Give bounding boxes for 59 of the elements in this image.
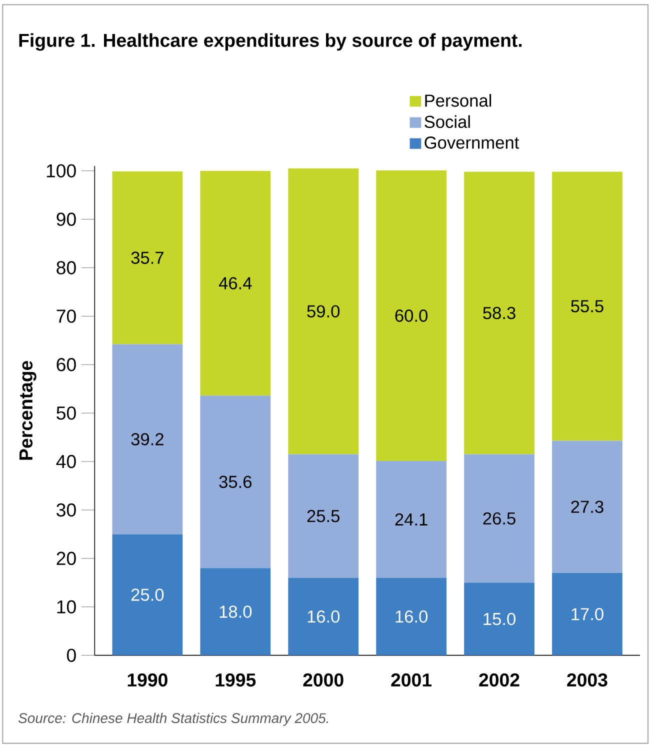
data-label: 59.0 (307, 305, 340, 318)
data-label: 18.0 (220, 606, 252, 618)
bar (112, 344, 183, 534)
bar (464, 454, 534, 583)
bar (288, 454, 359, 578)
y-tick-label: 80 (56, 261, 76, 274)
data-label: 60.0 (395, 310, 428, 322)
data-label: 58.3 (483, 306, 516, 320)
bar (552, 172, 622, 441)
y-tick-label: 30 (56, 503, 76, 517)
bar (376, 461, 446, 578)
x-tick-label: 2002 (479, 673, 520, 687)
data-label: 35.7 (131, 252, 164, 264)
y-tick-label: 70 (56, 310, 76, 323)
bar (464, 172, 534, 454)
x-tick-label: 2001 (391, 673, 432, 687)
bar (288, 578, 359, 656)
data-label: 25.5 (307, 510, 340, 522)
bar (288, 168, 359, 454)
bar (376, 170, 446, 462)
x-tick-label: 2003 (567, 673, 608, 687)
data-label: 24.1 (395, 513, 428, 526)
data-label: 17.0 (572, 608, 604, 620)
y-tick-label: 10 (57, 600, 76, 614)
y-axis-title: Percentage (20, 360, 36, 460)
bar (112, 171, 183, 344)
bar (200, 170, 271, 396)
bar (112, 534, 183, 656)
y-tick-label: 0 (66, 648, 76, 662)
data-label: 35.6 (219, 476, 252, 488)
y-tick-label: 100 (46, 164, 76, 178)
data-label: 16.0 (308, 610, 340, 623)
bar (464, 582, 534, 656)
x-tick-label: 1990 (128, 673, 168, 687)
data-label: 26.5 (483, 512, 516, 525)
bar (200, 568, 271, 656)
bar (552, 440, 622, 573)
x-tick-label: 2000 (303, 673, 344, 687)
bar (376, 578, 446, 656)
data-label: 55.5 (571, 300, 604, 312)
y-tick-label: 40 (56, 454, 76, 468)
legend-label: Social (424, 115, 470, 128)
data-label: 15.0 (484, 612, 516, 626)
data-label: 46.4 (218, 277, 252, 290)
data-label: 16.0 (396, 610, 428, 623)
y-tick-label: 90 (56, 212, 76, 226)
x-tick-label: 1995 (216, 673, 256, 687)
y-tick-label: 60 (56, 358, 76, 372)
data-label: 25.0 (131, 588, 164, 601)
legend-label: Personal (425, 94, 492, 107)
data-label: 27.3 (571, 500, 604, 513)
y-tick-label: 20 (56, 552, 76, 566)
legend-label: Government (424, 136, 520, 149)
data-label: 39.2 (131, 433, 164, 446)
chart-title: Figure 1. Healthcare expenditures by source of payment. (19, 33, 522, 51)
y-tick-label: 50 (56, 406, 76, 420)
bar (552, 572, 622, 656)
source-note: Source: Chinese Health Statistics Summary 2005. (18, 712, 328, 726)
bar (200, 396, 271, 568)
